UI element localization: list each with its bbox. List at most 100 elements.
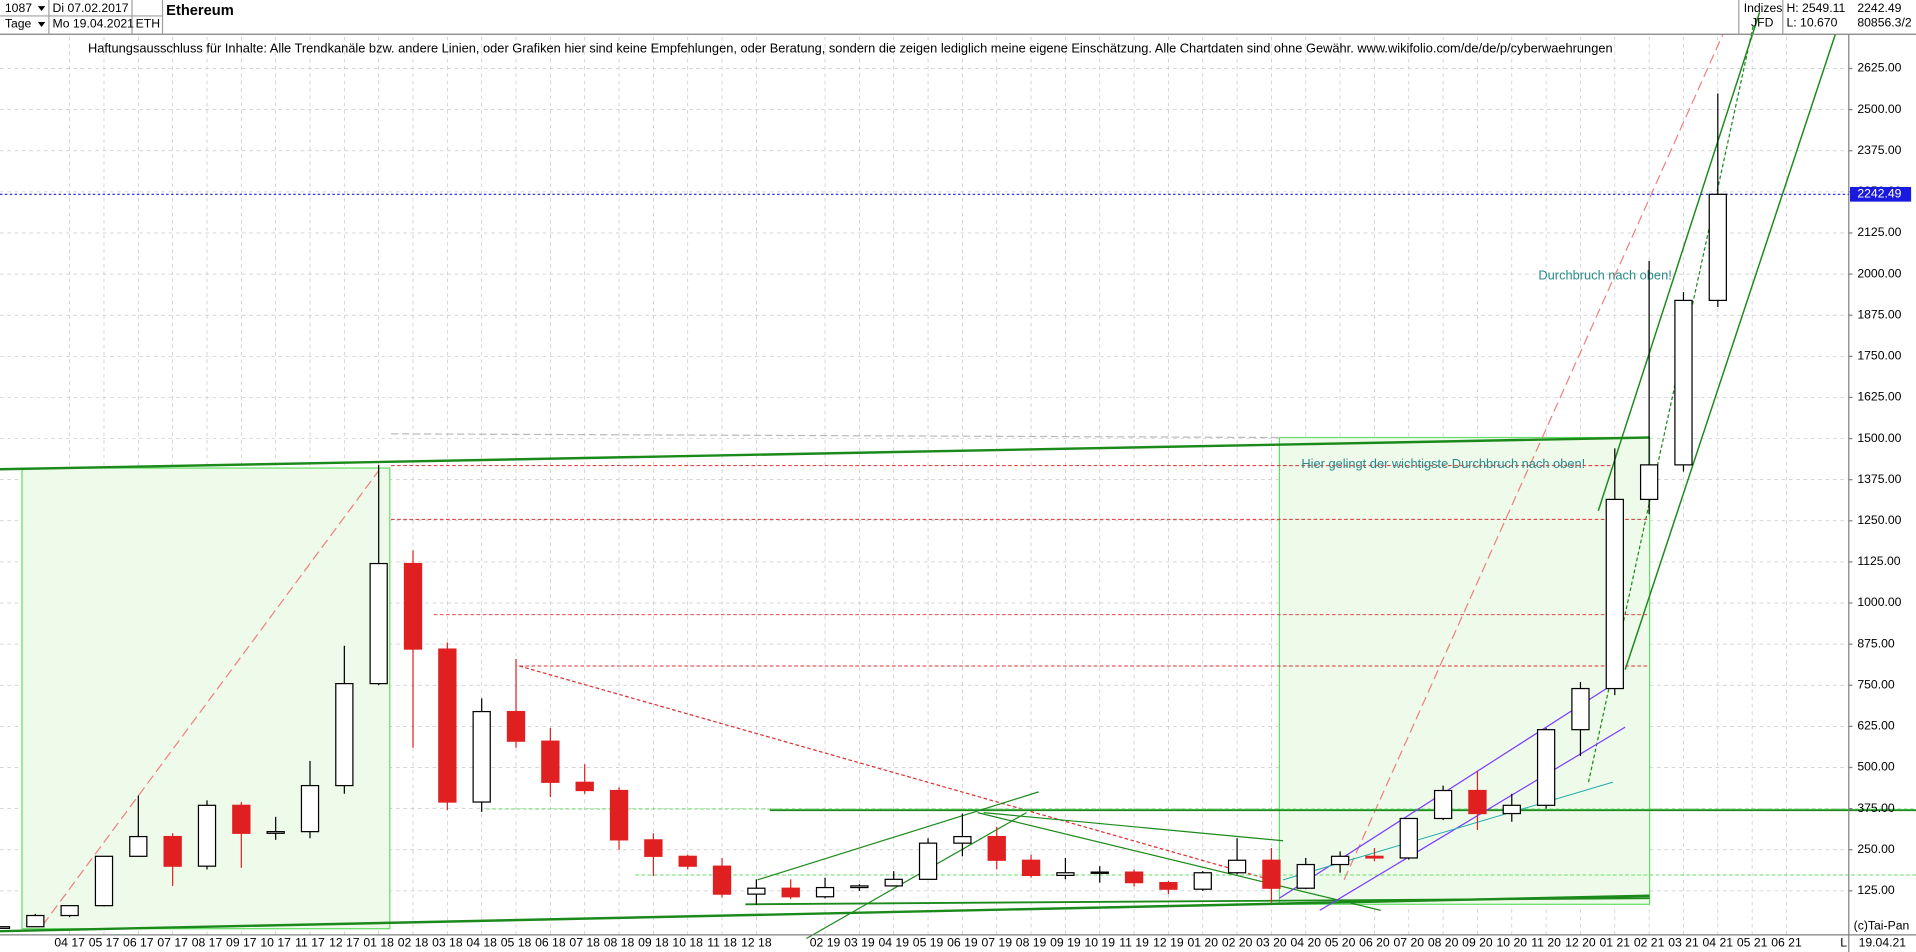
candle-body [94, 855, 114, 907]
y-tick-label: 1875.00 [1857, 307, 1901, 321]
trend-line [1624, 34, 1837, 670]
y-tick-label: 2625.00 [1857, 61, 1901, 75]
trend-line [1597, 12, 1761, 512]
candle-body [26, 914, 45, 928]
candle-body [438, 648, 457, 803]
y-tick-label: 1500.00 [1857, 431, 1901, 445]
x-tick-label: 05 18 [501, 936, 532, 950]
x-tick-label: 07 20 [1393, 936, 1424, 950]
annotation: Durchbruch nach oben! [1538, 268, 1671, 283]
x-tick-label: 10 18 [672, 936, 703, 950]
x-tick-label: 06 17 [123, 936, 154, 950]
x-tick-label: 08 17 [192, 936, 223, 950]
x-tick-label: 12 18 [741, 936, 772, 950]
candle-body [506, 710, 526, 742]
footer-date: 19.04.21 [1859, 936, 1907, 950]
y-tick-label: 750.00 [1857, 677, 1895, 691]
candle-body [1605, 498, 1624, 690]
low-value: L: 10.670 [1786, 15, 1837, 29]
candle-body [369, 562, 388, 685]
x-tick-label: 07 17 [157, 936, 188, 950]
candle-body [1159, 882, 1178, 890]
broker: JFD [1751, 15, 1774, 29]
x-tick-label: 04 19 [878, 936, 909, 950]
y-tick-label: 1125.00 [1857, 554, 1900, 568]
trend-line [0, 436, 1650, 471]
chart-title: Ethereum [166, 3, 234, 19]
candle-body [712, 865, 732, 895]
y-tick-label: 625.00 [1857, 719, 1895, 733]
period[interactable]: Tage [5, 17, 32, 31]
candle-body [609, 789, 629, 841]
copyright: (c)Tai-Pan [1854, 919, 1910, 933]
y-tick-label: 125.00 [1857, 883, 1895, 897]
candle-body [1433, 789, 1453, 820]
x-tick-label: 04 20 [1290, 936, 1321, 950]
dropdown-arrow[interactable] [37, 22, 46, 27]
candle-body [266, 831, 285, 834]
y-tick-label: 1625.00 [1857, 390, 1901, 404]
y-tick-label: 375.00 [1857, 801, 1895, 815]
x-tick-label: 01 18 [363, 936, 394, 950]
last-price-box [1850, 186, 1912, 202]
candle-body [575, 781, 594, 792]
y-tick-label: 1375.00 [1857, 472, 1901, 486]
candle-body [644, 839, 663, 857]
scale-mode[interactable]: L [1840, 936, 1847, 950]
candle-body [0, 926, 11, 929]
x-tick-label: 02 18 [398, 936, 429, 950]
x-tick-label: 04 17 [54, 936, 85, 950]
x-tick-label: 12 20 [1565, 936, 1596, 950]
candle-body [918, 842, 938, 880]
x-tick-label: 08 18 [604, 936, 635, 950]
trend-line [757, 791, 1039, 881]
candle-body [403, 562, 423, 650]
y-tick-label: 2375.00 [1857, 143, 1901, 157]
end-date: Mo 19.04.2021 [53, 17, 135, 31]
x-tick-label: 05 21 [1737, 936, 1768, 950]
dropdown-arrow[interactable] [37, 6, 46, 12]
volume: 80856.3/2 [1857, 15, 1912, 29]
candle-body [163, 835, 182, 867]
candle-body [232, 804, 251, 834]
disclaimer: Haftungsausschluss für Inhalte: Alle Tre… [88, 40, 1613, 55]
x-tick-label: 11 18 [707, 936, 737, 950]
high-value: H: 2549.11 [1786, 1, 1845, 15]
x-tick-label: 09 18 [638, 936, 669, 950]
x-tick-label: 04 18 [466, 936, 497, 950]
y-tick-label: 2500.00 [1857, 102, 1901, 116]
trend-line [977, 812, 1381, 911]
y-tick-label: 2000.00 [1857, 266, 1901, 280]
last-value: 2242.49 [1857, 1, 1901, 15]
y-tick-label: 1250.00 [1857, 513, 1901, 527]
y-tick-label: 500.00 [1857, 760, 1895, 774]
x-tick-label: 08 19 [1016, 936, 1047, 950]
x-tick-label: 11 17 [295, 936, 325, 950]
x-tick-label: 05 19 [913, 936, 944, 950]
bar-count[interactable]: 1087 [5, 1, 32, 15]
x-tick-label: 10 19 [1084, 936, 1115, 950]
y-tick-label: 2125.00 [1857, 225, 1901, 239]
candle-body [747, 887, 766, 895]
x-tick-label: 09 19 [1050, 936, 1081, 950]
x-tick-label: 06 19 [947, 936, 978, 950]
x-tick-label: 10 20 [1497, 936, 1528, 950]
annotation: Hier gelingt der wichtigste Durchbruch n… [1301, 456, 1585, 471]
candle-body [815, 886, 835, 898]
candle-body [1056, 872, 1075, 876]
candle-body [1330, 855, 1350, 866]
trend-line [391, 433, 1284, 439]
trend-line [0, 894, 1650, 933]
symbol: ETH [136, 17, 160, 31]
candle-body [1639, 464, 1659, 501]
candle-body [129, 835, 148, 857]
candle-body [884, 878, 903, 887]
x-tick-label: 04 21 [1703, 936, 1734, 950]
trend-line [1343, 34, 1724, 881]
x-tick-label: 10 17 [260, 936, 291, 950]
x-tick-label: 03 18 [432, 936, 463, 950]
trend-line [42, 470, 380, 926]
x-tick-label: 02 20 [1222, 936, 1253, 950]
trend-line [983, 812, 1284, 842]
x-tick-label: 01 20 [1187, 936, 1218, 950]
